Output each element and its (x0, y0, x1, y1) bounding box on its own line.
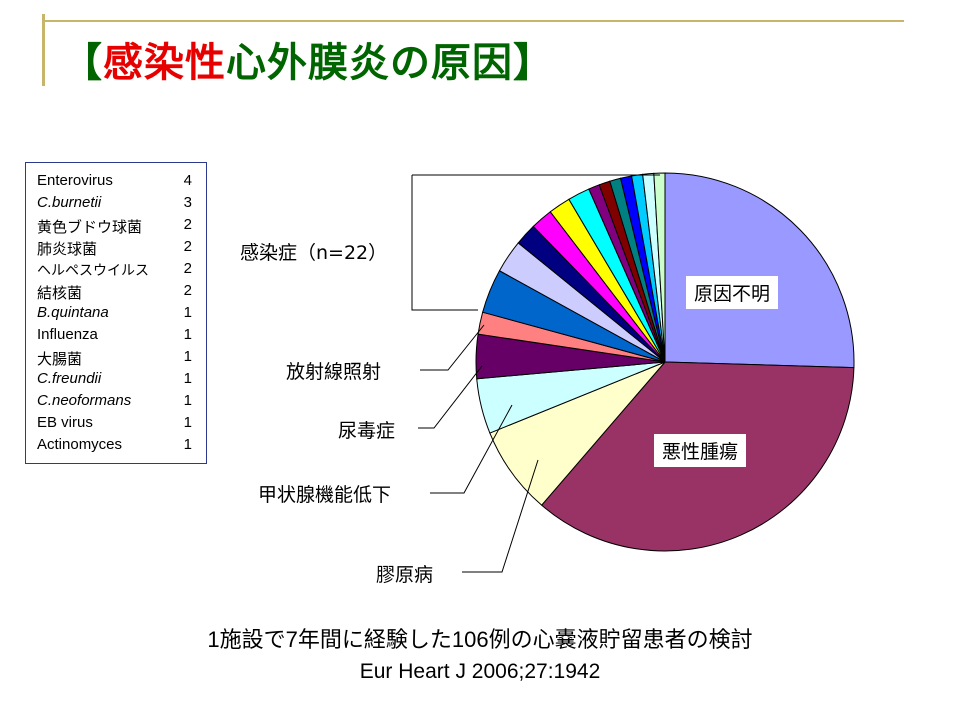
citation: Eur Heart J 2006;27:1942 (359, 660, 601, 683)
title-accent-vertical-line (42, 14, 45, 86)
legend-item: 黄色ブドウ球菌 2 (37, 216, 202, 238)
uremia-label: 尿毒症 (338, 420, 396, 442)
legend-item-count: 1 (183, 304, 192, 321)
radiation-label: 放射線照射 (286, 361, 382, 383)
legend-item-count: 1 (183, 326, 192, 343)
legend-item-name: Enterovirus (37, 172, 113, 189)
legend-item: EB virus 1 (37, 414, 202, 436)
legend-item: Influenza 1 (37, 326, 202, 348)
legend-item-name: C.burnetii (37, 194, 102, 211)
legend-item-count: 3 (183, 194, 192, 211)
legend-item: Enterovirus 4 (37, 172, 202, 194)
radiation-leader-line (420, 324, 485, 371)
legend-item: C.burnetii 3 (37, 194, 202, 216)
legend-item: C.neoformans 1 (37, 392, 202, 414)
pie-slice-0 (664, 172, 855, 369)
legend-item-name: ヘルペスウイルス (37, 262, 149, 278)
legend-item: B.quintana 1 (37, 304, 202, 326)
legend-item-count: 2 (183, 216, 192, 233)
legend-item-count: 4 (183, 172, 192, 189)
legend-item-name: Actinomyces (37, 436, 123, 453)
study-description: 1施設で7年間に経験した106例の心嚢液貯留患者の検討 (207, 627, 753, 652)
collagen-leader-line (462, 459, 539, 573)
legend-item-count: 2 (183, 238, 192, 255)
legend-item-name: C.neoformans (37, 392, 132, 409)
legend-item-name: Influenza (37, 326, 98, 343)
title-bracket-open: 【 (62, 40, 103, 86)
legend-item-name: C.freundii (37, 370, 102, 387)
pie-slices (475, 172, 855, 552)
infection-breakdown-box: Enterovirus 4 C.burnetii 3 黄色ブドウ球菌 2 肺炎球菌 2 … (25, 162, 207, 464)
legend-item: 肺炎球菌 2 (37, 238, 202, 260)
legend-item-name: 大腸菌 (37, 351, 83, 368)
legend-item-count: 1 (183, 414, 192, 431)
legend-item-name: EB virus (37, 414, 93, 431)
legend-item-count: 1 (183, 392, 192, 409)
uremia-leader-line (418, 365, 483, 429)
legend-item-name: 結核菌 (37, 285, 83, 302)
legend-item: Actinomyces 1 (37, 436, 202, 458)
title-rest: 心外膜炎の原因】 (226, 40, 554, 86)
hypothyroid-label: 甲状腺機能低下 (258, 484, 392, 506)
collagen-label: 膠原病 (376, 564, 434, 586)
malignancy-label: 悪性腫瘍 (654, 434, 747, 467)
legend-item-count: 1 (183, 370, 192, 387)
infection-label: 感染症（n=22） (240, 242, 388, 264)
legend-item: C.freundii 1 (37, 370, 202, 392)
legend-item-count: 1 (183, 436, 192, 453)
legend-item-count: 1 (183, 348, 192, 365)
infection-bracket-line (411, 175, 478, 311)
legend-item-name: 黄色ブドウ球菌 (37, 219, 143, 236)
legend-item: ヘルペスウイルス 2 (37, 260, 202, 282)
title-highlight: 感染性 (103, 40, 226, 86)
legend-item-name: B.quintana (37, 304, 109, 321)
legend-item-count: 2 (183, 260, 192, 277)
legend-item: 結核菌 2 (37, 282, 202, 304)
legend-item-count: 2 (183, 282, 192, 299)
slide-title: 【感染性心外膜炎の原因】 (62, 30, 554, 88)
hypothyroid-leader-line (430, 404, 513, 494)
legend-item-name: 肺炎球菌 (37, 241, 98, 258)
unknown-label: 原因不明 (686, 276, 779, 309)
legend-item: 大腸菌 1 (37, 348, 202, 370)
pie-slice-18 (653, 172, 666, 363)
title-accent-horizontal-line (42, 20, 904, 22)
